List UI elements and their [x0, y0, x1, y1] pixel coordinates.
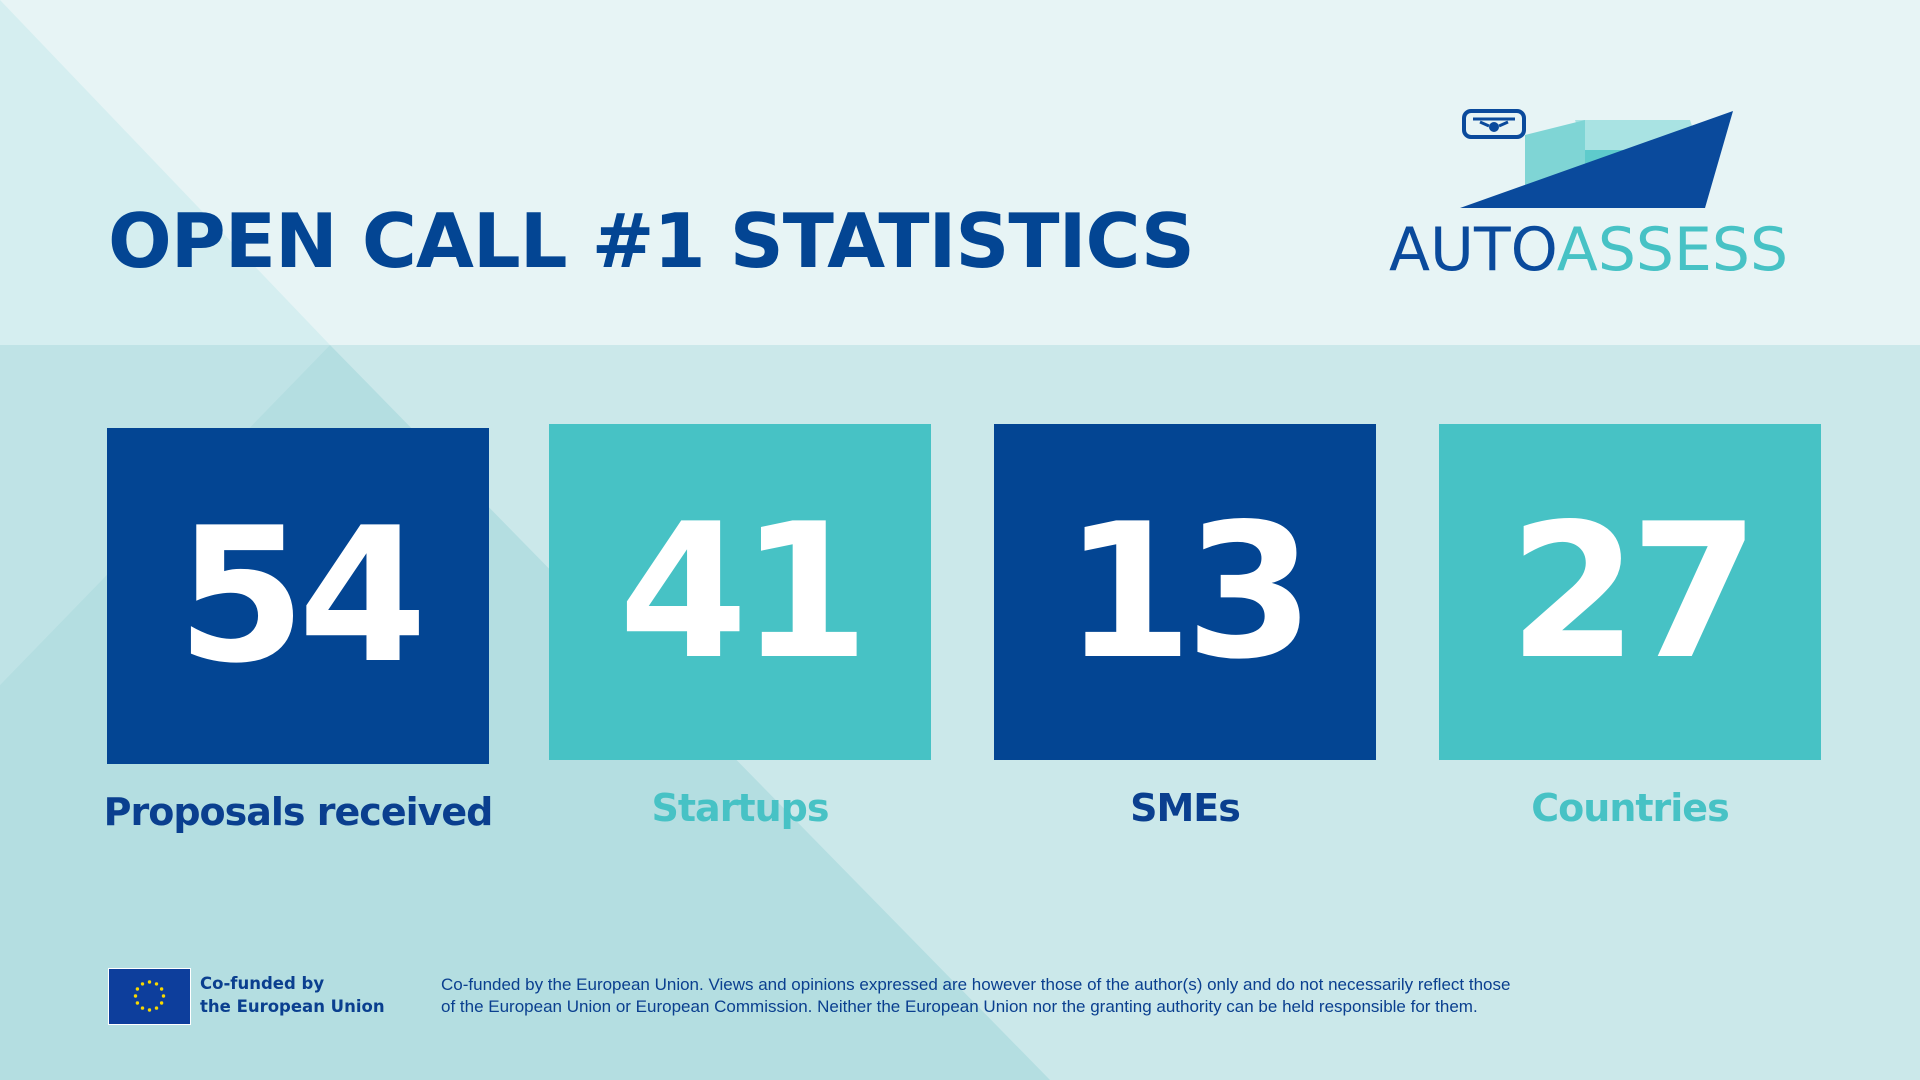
stat-smes: 13 SMEs [994, 424, 1376, 830]
logo-wordmark: AUTOASSESS [1389, 217, 1788, 283]
cofunded-label: Co-funded by the European Union [200, 972, 385, 1018]
stat-proposals: 54 Proposals received [104, 428, 493, 834]
stat-label: SMEs [1130, 786, 1241, 830]
stat-value: 13 [1063, 483, 1315, 700]
stat-startups: 41 Startups [549, 424, 931, 830]
stat-box: 27 [1439, 424, 1821, 760]
stat-label: Countries [1531, 786, 1729, 830]
stat-box: 13 [994, 424, 1376, 760]
cofunded-line-2: the European Union [200, 997, 385, 1016]
disclaimer-text: Co-funded by the European Union. Views a… [441, 974, 1641, 1018]
stat-countries: 27 Countries [1439, 424, 1821, 830]
stat-label: Proposals received [103, 790, 494, 834]
logo-text-auto: AUTO [1389, 215, 1557, 285]
stat-box: 41 [549, 424, 931, 760]
eu-flag-icon [108, 968, 191, 1025]
drone-icon [1460, 109, 1733, 208]
cofunded-line-1: Co-funded by [200, 974, 325, 993]
page-title: OPEN CALL #1 STATISTICS [108, 197, 1195, 285]
stat-label: Startups [651, 786, 830, 830]
disclaimer-line-2: of the European Union or European Commis… [441, 997, 1478, 1016]
stat-value: 27 [1508, 483, 1760, 700]
disclaimer-line-1: Co-funded by the European Union. Views a… [441, 975, 1511, 994]
stat-value: 54 [176, 487, 428, 704]
stat-box: 54 [107, 428, 489, 764]
logo-text-assess: ASSESS [1556, 215, 1789, 285]
stat-value: 41 [618, 483, 870, 700]
autoassess-logo: AUTOASSESS [1385, 105, 1825, 285]
